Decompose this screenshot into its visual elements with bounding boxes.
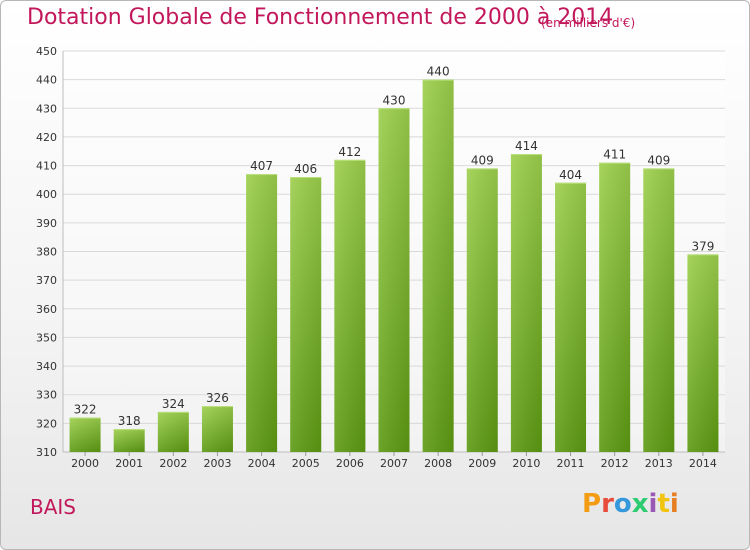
- x-tick-label-2013: 2013: [645, 457, 673, 470]
- data-label-2007: 430: [383, 93, 406, 107]
- x-tick-label-2003: 2003: [203, 457, 231, 470]
- y-tick-label: 340: [36, 360, 57, 373]
- x-tick-label-2000: 2000: [71, 457, 99, 470]
- logo-letter: o: [613, 489, 632, 519]
- bar-shade-2013: [643, 168, 675, 452]
- x-tick-label-2008: 2008: [424, 457, 452, 470]
- y-tick-label: 350: [36, 331, 57, 344]
- y-tick-label: 320: [36, 417, 57, 430]
- bar-shade-2004: [246, 174, 278, 452]
- x-tick-label-2010: 2010: [512, 457, 540, 470]
- data-label-2002: 324: [162, 397, 185, 411]
- logo-letter: i: [669, 489, 679, 519]
- bar-shade-2008: [422, 79, 454, 453]
- bar-shade-2007: [378, 108, 410, 453]
- data-label-2014: 379: [691, 239, 714, 253]
- y-tick-label: 430: [36, 102, 57, 115]
- logo-letter: t: [657, 489, 670, 519]
- proxiti-logo: Proxiti: [582, 489, 679, 519]
- y-tick-label: 400: [36, 188, 57, 201]
- y-tick-label: 450: [36, 45, 57, 58]
- x-tick-label-2011: 2011: [557, 457, 585, 470]
- logo-letter: r: [601, 489, 614, 519]
- chart-title: Dotation Globale de Fonctionnement de 20…: [27, 5, 614, 30]
- bar-shade-2005: [290, 177, 322, 452]
- bar-shade-2001: [113, 429, 145, 452]
- bar-shade-2000: [69, 417, 101, 452]
- data-label-2000: 322: [74, 403, 97, 417]
- bar-shade-2011: [555, 182, 587, 452]
- y-tick-label: 370: [36, 274, 57, 287]
- y-tick-label: 440: [36, 74, 57, 87]
- data-label-2013: 409: [647, 153, 670, 167]
- logo-letter: P: [582, 489, 602, 519]
- y-tick-label: 330: [36, 389, 57, 402]
- bar-shade-2006: [334, 159, 366, 453]
- x-tick-label-2002: 2002: [159, 457, 187, 470]
- bar-shade-2009: [466, 168, 498, 452]
- bar-shade-2002: [157, 411, 189, 452]
- data-label-2006: 412: [338, 145, 361, 159]
- data-label-2011: 404: [559, 168, 582, 182]
- chart-unit-subtitle: (en milliers d'€): [541, 16, 636, 30]
- x-tick-label-2007: 2007: [380, 457, 408, 470]
- x-tick-label-2006: 2006: [336, 457, 364, 470]
- data-label-2003: 326: [206, 391, 229, 405]
- data-label-2005: 406: [294, 162, 317, 176]
- x-tick-label-2004: 2004: [248, 457, 276, 470]
- x-tick-label-2009: 2009: [468, 457, 496, 470]
- logo-letter: i: [648, 489, 658, 519]
- data-label-2001: 318: [118, 414, 141, 428]
- bar-shade-2003: [201, 406, 233, 452]
- data-label-2009: 409: [471, 153, 494, 167]
- y-tick-label: 310: [36, 446, 57, 459]
- x-tick-label-2005: 2005: [292, 457, 320, 470]
- logo-letter: x: [631, 489, 649, 519]
- bar-shade-2012: [599, 162, 631, 452]
- commune-name: BAIS: [30, 495, 76, 519]
- x-tick-label-2012: 2012: [601, 457, 629, 470]
- data-label-2010: 414: [515, 139, 538, 153]
- y-tick-label: 390: [36, 217, 57, 230]
- y-tick-label: 360: [36, 303, 57, 316]
- data-label-2008: 440: [427, 65, 450, 79]
- x-tick-label-2014: 2014: [689, 457, 717, 470]
- x-tick-label-2001: 2001: [115, 457, 143, 470]
- data-label-2004: 407: [250, 159, 273, 173]
- y-tick-label: 420: [36, 131, 57, 144]
- bar-shade-2010: [510, 154, 542, 452]
- y-tick-label: 410: [36, 160, 57, 173]
- data-label-2012: 411: [603, 148, 626, 162]
- bar-shade-2014: [687, 254, 719, 452]
- y-tick-label: 380: [36, 246, 57, 259]
